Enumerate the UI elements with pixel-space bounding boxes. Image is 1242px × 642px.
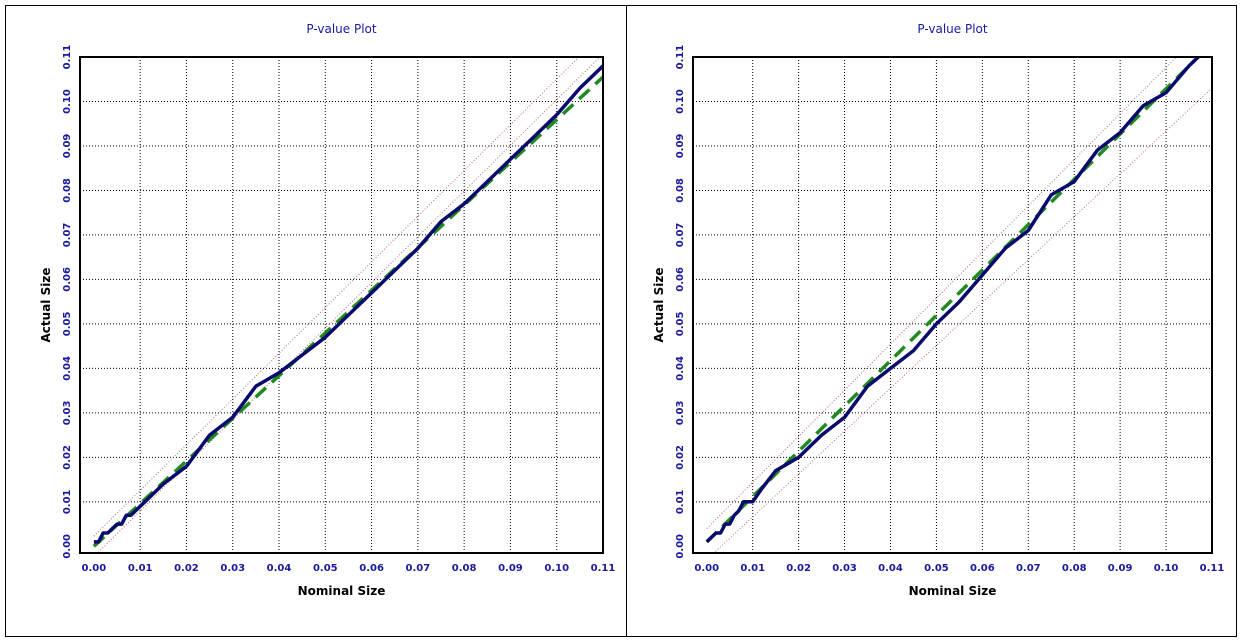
confidence-bound-line <box>93 57 580 537</box>
x-tick-label: 0.08 <box>1062 563 1087 574</box>
grid <box>80 57 603 553</box>
y-tick-label: 0.02 <box>675 445 686 470</box>
x-tick-label: 0.02 <box>174 563 199 574</box>
x-tick-label: 0.01 <box>128 563 153 574</box>
x-tick-label: 0.03 <box>832 563 857 574</box>
x-axis-label: Nominal Size <box>909 584 997 598</box>
x-tick-label: 0.05 <box>924 563 949 574</box>
y-tick-label: 0.08 <box>675 178 686 203</box>
actual-size-line <box>93 64 603 544</box>
x-tick-label: 0.03 <box>220 563 245 574</box>
y-tick-label: 0.08 <box>62 178 73 203</box>
x-tick-label: 0.10 <box>544 563 569 574</box>
x-tick-label: 0.11 <box>1200 563 1225 574</box>
y-tick-label: 0.06 <box>62 267 73 292</box>
confidence-bound-line <box>96 57 601 553</box>
x-tick-label: 0.07 <box>1016 563 1041 574</box>
y-axis-label: Actual Size <box>652 268 666 343</box>
x-tick-label: 0.07 <box>406 563 431 574</box>
reference-dashed-line <box>92 75 603 548</box>
grid <box>693 57 1212 553</box>
y-tick-label: 0.02 <box>62 445 73 470</box>
figure-frame <box>5 5 1237 637</box>
y-tick-label: 0.05 <box>675 312 686 337</box>
y-tick-label: 0.04 <box>62 356 73 381</box>
x-tick-label: 0.09 <box>498 563 523 574</box>
y-tick-label: 0.00 <box>62 534 73 559</box>
y-tick-label: 0.01 <box>675 489 686 514</box>
chart-title: P-value Plot <box>306 22 376 36</box>
panel-divider <box>626 5 627 637</box>
reference-dashed-line <box>705 57 1200 544</box>
y-tick-label: 0.10 <box>62 89 73 114</box>
y-tick-label: 0.03 <box>62 401 73 426</box>
y-tick-label: 0.01 <box>62 489 73 514</box>
x-tick-label: 0.06 <box>359 563 384 574</box>
x-tick-label: 0.04 <box>878 563 903 574</box>
x-tick-label: 0.04 <box>267 563 292 574</box>
y-tick-label: 0.07 <box>675 223 686 248</box>
plot-frame <box>79 56 604 554</box>
plot-frame <box>692 56 1213 554</box>
y-tick-label: 0.10 <box>675 89 686 114</box>
y-tick-label: 0.11 <box>62 45 73 70</box>
x-tick-label: 0.09 <box>1108 563 1133 574</box>
confidence-bound-line <box>706 57 1178 529</box>
x-tick-label: 0.08 <box>452 563 477 574</box>
x-tick-label: 0.05 <box>313 563 338 574</box>
actual-size-line <box>705 57 1200 544</box>
y-tick-label: 0.05 <box>62 312 73 337</box>
x-tick-label: 0.11 <box>591 563 616 574</box>
x-tick-label: 0.01 <box>740 563 765 574</box>
confidence-bound-line <box>713 87 1212 553</box>
y-tick-label: 0.11 <box>675 45 686 70</box>
x-tick-label: 0.06 <box>970 563 995 574</box>
y-tick-label: 0.07 <box>62 223 73 248</box>
y-tick-label: 0.09 <box>62 134 73 159</box>
x-tick-label: 0.00 <box>694 563 719 574</box>
p-value-plot-left: P-value Plot 0.00 0.01 0.02 0.03 0.04 0.05 0.06… <box>39 22 616 598</box>
y-tick-label: 0.00 <box>675 534 686 559</box>
chart-title: P-value Plot <box>917 22 987 36</box>
y-tick-label: 0.06 <box>675 267 686 292</box>
x-tick-label: 0.02 <box>786 563 811 574</box>
x-tick-label: 0.00 <box>82 563 107 574</box>
y-tick-label: 0.04 <box>675 356 686 381</box>
x-axis-label: Nominal Size <box>298 584 386 598</box>
x-tick-label: 0.10 <box>1154 563 1179 574</box>
p-value-plot-right: P-value Plot 0.00 0.01 0.02 0.03 0.04 0.05 0.06… <box>652 22 1225 598</box>
y-tick-label: 0.09 <box>675 134 686 159</box>
y-tick-label: 0.03 <box>675 401 686 426</box>
y-axis-label: Actual Size <box>39 268 53 343</box>
